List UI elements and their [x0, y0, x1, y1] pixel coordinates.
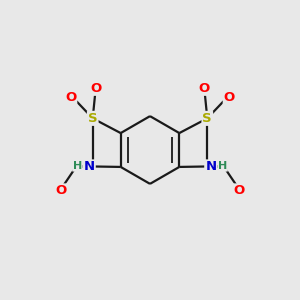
Text: H: H	[218, 161, 227, 171]
Text: O: O	[234, 184, 245, 197]
Text: N: N	[84, 160, 95, 173]
Text: S: S	[202, 112, 212, 125]
Text: O: O	[55, 184, 66, 197]
Text: O: O	[65, 91, 76, 104]
Text: N: N	[205, 160, 216, 173]
Text: O: O	[199, 82, 210, 95]
Text: H: H	[73, 161, 82, 171]
Text: S: S	[88, 112, 98, 125]
Text: O: O	[224, 91, 235, 104]
Text: O: O	[90, 82, 101, 95]
